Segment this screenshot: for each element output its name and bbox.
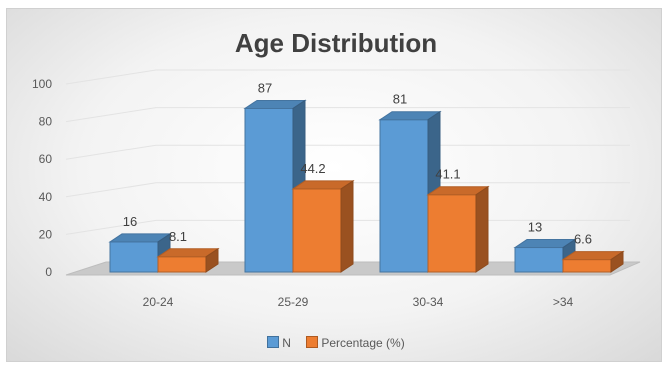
bar [244, 107, 294, 273]
gridline [65, 69, 630, 85]
y-tick-label: 100 [32, 77, 52, 91]
data-label: 8.1 [169, 229, 187, 244]
bar-side [205, 247, 219, 273]
bar [157, 256, 207, 273]
data-label: 6.6 [574, 232, 592, 247]
y-tick-label: 40 [39, 190, 53, 204]
y-tick-label: 20 [39, 227, 53, 241]
bar-side [340, 179, 354, 273]
legend-swatch-n [267, 336, 280, 348]
x-tick-label: 25-29 [278, 295, 309, 309]
legend-label-percentage: Percentage (%) [321, 336, 405, 350]
y-tick-label: 0 [45, 265, 52, 279]
bar [514, 247, 564, 273]
data-label: 16 [123, 214, 137, 229]
chart-title: Age Distribution [234, 28, 438, 58]
data-label: 81 [393, 92, 407, 107]
x-tick-label: 20-24 [143, 295, 174, 309]
data-label: 41.1 [435, 167, 460, 182]
legend-item-n: N [267, 336, 291, 350]
y-tick-label: 80 [39, 115, 53, 129]
legend-item-percentage: Percentage (%) [306, 336, 405, 350]
bar [379, 119, 429, 273]
y-tick-label: 60 [39, 152, 53, 166]
legend-swatch-percentage [306, 336, 319, 348]
x-tick-label: >34 [553, 295, 574, 309]
data-label: 13 [528, 220, 542, 235]
bar [109, 241, 159, 273]
data-label: 44.2 [300, 161, 325, 176]
bar-side [475, 185, 489, 273]
gridline [65, 107, 630, 123]
bar-side [610, 250, 624, 273]
bar [292, 188, 342, 273]
data-label: 87 [258, 80, 272, 95]
x-tick-label: 30-34 [413, 295, 444, 309]
bar [427, 194, 477, 273]
gridline [65, 182, 630, 198]
legend: N Percentage (%) [0, 336, 672, 350]
gridline [65, 144, 630, 160]
bar [562, 259, 612, 273]
legend-label-n: N [282, 336, 291, 350]
